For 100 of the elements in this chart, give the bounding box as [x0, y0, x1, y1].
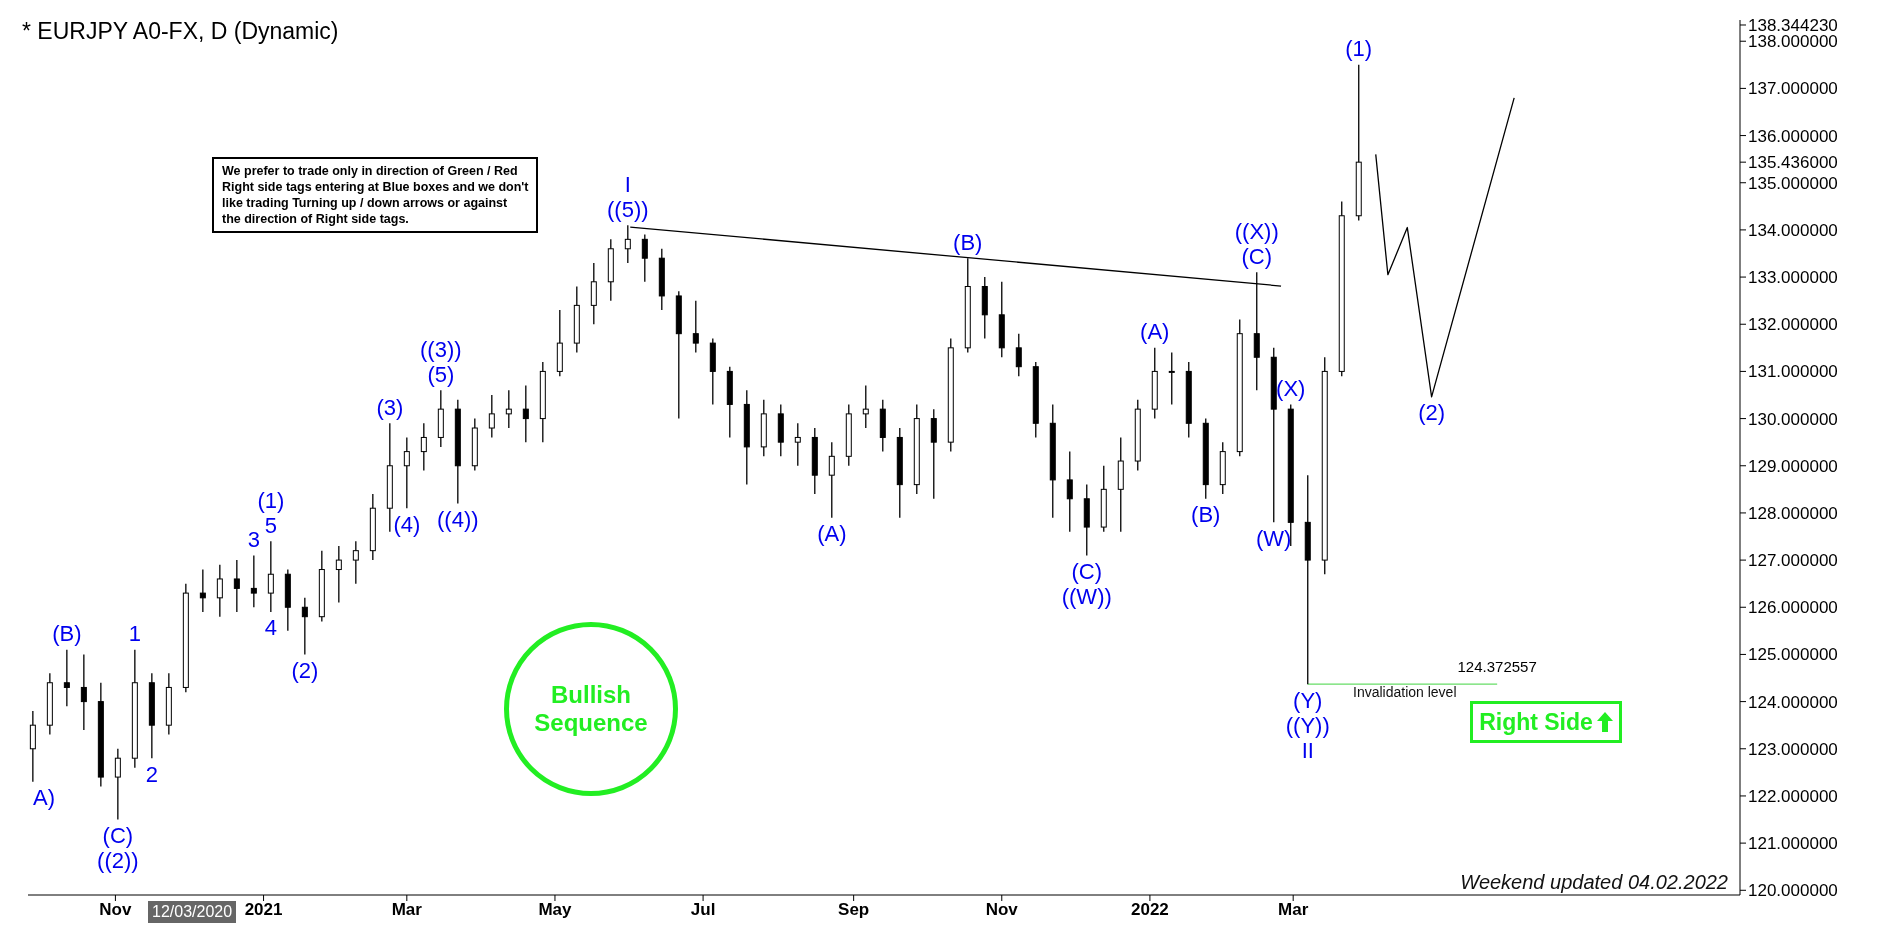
- y-tick-label: 123.000000: [1748, 739, 1838, 759]
- y-tick-label: 135.000000: [1748, 173, 1838, 193]
- annotation: Bullish Sequence: [534, 681, 648, 737]
- annotation: (Y): [1293, 687, 1323, 713]
- annotation: II: [1301, 737, 1314, 763]
- candlestick: [794, 422, 801, 467]
- x-tick-label: Sep: [838, 900, 870, 920]
- y-tick-label: 127.000000: [1748, 551, 1838, 571]
- annotation: (A): [817, 521, 847, 547]
- annotation: (4): [393, 511, 421, 537]
- x-tick-label: Nov: [985, 900, 1019, 920]
- y-tick-label: 130.000000: [1748, 409, 1838, 429]
- y-tick-label: 126.000000: [1748, 598, 1838, 618]
- annotation: (B): [52, 621, 82, 647]
- candlestick: [590, 262, 597, 325]
- candlestick: [828, 441, 835, 519]
- y-tick-label: 136.000000: [1748, 126, 1838, 146]
- annotation: (5): [427, 361, 455, 387]
- annotation: ((X)): [1234, 218, 1279, 244]
- y-tick-label: 121.000000: [1748, 834, 1838, 854]
- annotation: (1): [257, 487, 285, 513]
- y-tick-label: 129.000000: [1748, 456, 1838, 476]
- y-tick-label: 135.436000: [1748, 153, 1838, 173]
- x-tick-label: Mar: [1278, 900, 1309, 920]
- candlestick: [403, 436, 410, 509]
- candlestick: [641, 233, 648, 283]
- x-tick-label: Nov: [99, 900, 133, 920]
- y-tick-label: 120.000000: [1748, 881, 1838, 901]
- annotation: ((4)): [437, 506, 479, 532]
- annotation: 2: [145, 761, 158, 787]
- annotation: (3): [376, 394, 404, 420]
- candlestick: [301, 597, 308, 656]
- candlestick: [1015, 333, 1022, 377]
- annotation: 1: [128, 621, 141, 647]
- y-tick-label: 128.000000: [1748, 503, 1838, 523]
- candlestick: [624, 224, 631, 264]
- y-tick-label: 137.000000: [1748, 79, 1838, 99]
- candlestick: [352, 540, 359, 585]
- candlestick: [420, 422, 427, 472]
- candlestick: [216, 564, 223, 618]
- annotation: Invalidation level: [1353, 684, 1457, 700]
- annotation: (B): [1191, 502, 1221, 528]
- candlestick: [335, 545, 342, 604]
- annotation: ((3)): [420, 336, 462, 362]
- annotation: ((2)): [97, 848, 139, 874]
- candlestick: [522, 384, 529, 443]
- candlestick: [505, 389, 512, 429]
- annotation: (A): [1140, 319, 1170, 345]
- circle-badge: Bullish Sequence: [504, 622, 678, 796]
- annotation: ((W)): [1061, 583, 1112, 609]
- candlestick: [63, 649, 70, 707]
- annotation: 4: [264, 615, 277, 641]
- annotation: (C): [1071, 558, 1103, 584]
- data-label: 124.372557: [1457, 658, 1537, 676]
- y-tick-label: 125.000000: [1748, 645, 1838, 665]
- candlestick: [862, 384, 869, 429]
- candlestick: [930, 408, 937, 500]
- note-box: We prefer to trade only in direction of Green / Red Right side tags entering at Blue boxes and we don't like trading Turning up / down arrows or against the direction of Right side tags.: [212, 157, 539, 233]
- y-tick-label: 134.000000: [1748, 220, 1838, 240]
- candlestick: [267, 540, 274, 613]
- x-tick-label: Mar: [391, 900, 423, 920]
- y-tick-label: 132.000000: [1748, 315, 1838, 335]
- annotation: 3: [247, 526, 260, 552]
- annotation: (C): [102, 823, 134, 849]
- x-tick-label: 2022: [1130, 900, 1169, 920]
- annotation: ((Y)): [1285, 712, 1330, 738]
- y-tick-label: 131.000000: [1748, 362, 1838, 382]
- annotation: (B): [953, 229, 983, 255]
- candlestick: [692, 300, 699, 354]
- tag-box: Right Side: [1470, 701, 1622, 743]
- candlestick: [199, 568, 206, 613]
- annotation: I: [624, 171, 631, 197]
- annotation: (W): [1256, 525, 1292, 551]
- annotation: We prefer to trade only in direction of Green / Red Right side tags entering at Blue boxes and we don't like trading Turning up / down arrows or against the direction of Right side tags.: [222, 163, 529, 227]
- text: 12/03/2020: [148, 901, 237, 923]
- annotation: (1): [1345, 36, 1373, 62]
- x-tick-label: May: [538, 900, 573, 920]
- annotation: 5: [264, 512, 277, 538]
- x-tick-label: 2021: [244, 900, 283, 920]
- chart-title: * EURJPY A0-FX, D (Dynamic): [22, 18, 339, 45]
- candlestick: [114, 748, 121, 821]
- candlestick: [1168, 351, 1175, 406]
- y-tick-label: 124.000000: [1748, 692, 1838, 712]
- candlestick: [29, 710, 36, 783]
- annotation: (C): [1241, 243, 1273, 269]
- candlestick: [250, 554, 257, 608]
- candlestick: [1066, 450, 1073, 533]
- candlestick: [80, 653, 87, 731]
- annotation: (2): [1418, 400, 1446, 426]
- annotation: Weekend updated 04.02.2022: [1460, 871, 1728, 894]
- y-tick-label: 133.000000: [1748, 268, 1838, 288]
- annotation: ((5)): [607, 196, 649, 222]
- y-tick-label: 122.000000: [1748, 786, 1838, 806]
- annotation: Right Side: [1479, 708, 1593, 736]
- annotation: A): [33, 785, 55, 811]
- candlestick: [488, 394, 495, 439]
- x-tick-label: Jul: [690, 900, 716, 920]
- annotation: (X): [1276, 375, 1306, 401]
- annotation: (2): [291, 657, 319, 683]
- candlestick: [233, 559, 240, 613]
